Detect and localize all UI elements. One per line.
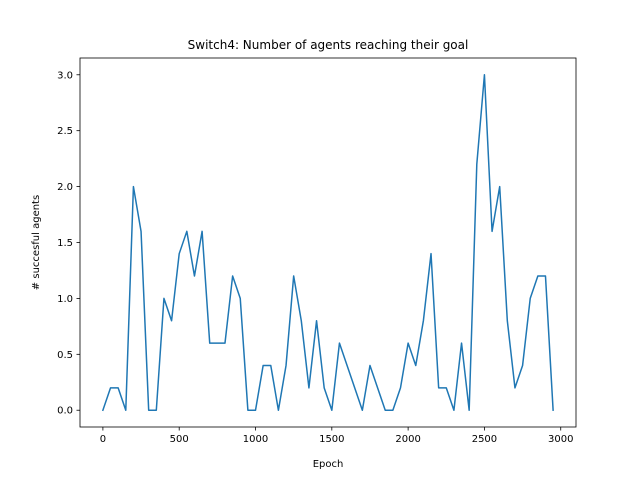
x-tick-label: 1500 (319, 434, 344, 445)
y-tick-label: 3.0 (57, 70, 73, 81)
x-tick-label: 500 (170, 434, 189, 445)
x-tick-label: 3000 (548, 434, 573, 445)
y-axis-label: # succesful agents (31, 195, 42, 290)
y-axis-ticks: 0.0 0.5 1.0 1.5 2.0 2.5 3.0 (57, 70, 80, 417)
x-tick-label: 0 (100, 434, 106, 445)
series-layer (101, 74, 554, 412)
x-tick-label: 2500 (472, 434, 497, 445)
x-tick-label: 2000 (395, 434, 420, 445)
y-tick-label: 1.5 (57, 238, 73, 249)
x-tick-label: 1000 (243, 434, 268, 445)
y-tick-label: 0.0 (57, 406, 73, 417)
y-tick-label: 0.5 (57, 350, 73, 361)
y-tick-label: 2.5 (57, 126, 73, 137)
y-tick-label: 2.0 (57, 182, 73, 193)
chart-title: Switch4: Number of agents reaching their… (188, 38, 469, 52)
series-line-0 (101, 74, 554, 412)
y-tick-label: 1.0 (57, 294, 73, 305)
x-axis-ticks: 0 500 1000 1500 2000 2500 3000 (100, 427, 573, 445)
x-axis-label: Epoch (313, 459, 344, 470)
